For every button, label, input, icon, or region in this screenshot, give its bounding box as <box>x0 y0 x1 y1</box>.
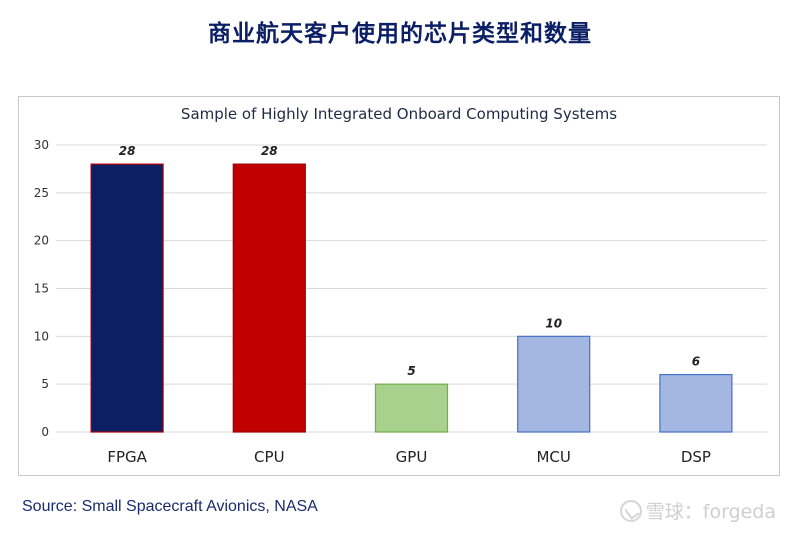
y-tick-label: 30 <box>34 138 49 152</box>
y-tick-label: 10 <box>34 329 49 343</box>
y-tick-label: 20 <box>34 234 49 248</box>
y-tick-label: 15 <box>34 282 49 296</box>
bar-mcu <box>517 335 591 433</box>
bar-chart: 0 5 10 15 20 25 30 28 FPGA 28 CPU 5 GPU 10 MCU 6 DSP <box>34 138 767 466</box>
bar-dsp <box>659 374 733 433</box>
x-tick-label: GPU <box>396 448 428 466</box>
data-label: 6 <box>692 355 700 369</box>
chart-title: Sample of Highly Integrated Onboard Comp… <box>180 105 618 123</box>
y-tick-label: 25 <box>34 186 49 200</box>
x-tick-label: FPGA <box>107 448 147 466</box>
watermark: 雪球：forgeda <box>619 497 776 524</box>
bar-cpu <box>232 163 306 433</box>
source-note: Source: Small Spacecraft Avionics, NASA <box>22 498 318 515</box>
bar-fpga <box>90 163 164 433</box>
x-tick-label: CPU <box>254 448 285 466</box>
data-label: 28 <box>261 144 278 158</box>
watermark-text: 雪球：forgeda <box>645 501 776 523</box>
x-tick-label: MCU <box>536 448 570 466</box>
y-tick-label: 5 <box>41 377 49 391</box>
snowball-logo-icon <box>619 499 642 522</box>
x-tick-label: DSP <box>681 448 711 466</box>
page-title: 商业航天客户使用的芯片类型和数量 <box>208 21 592 47</box>
data-label: 5 <box>407 364 415 378</box>
chart-frame: Sample of Highly Integrated Onboard Comp… <box>18 96 780 476</box>
y-tick-label: 0 <box>41 425 49 439</box>
bar-gpu <box>374 383 449 433</box>
data-label: 10 <box>545 316 562 330</box>
data-label: 28 <box>119 144 136 158</box>
